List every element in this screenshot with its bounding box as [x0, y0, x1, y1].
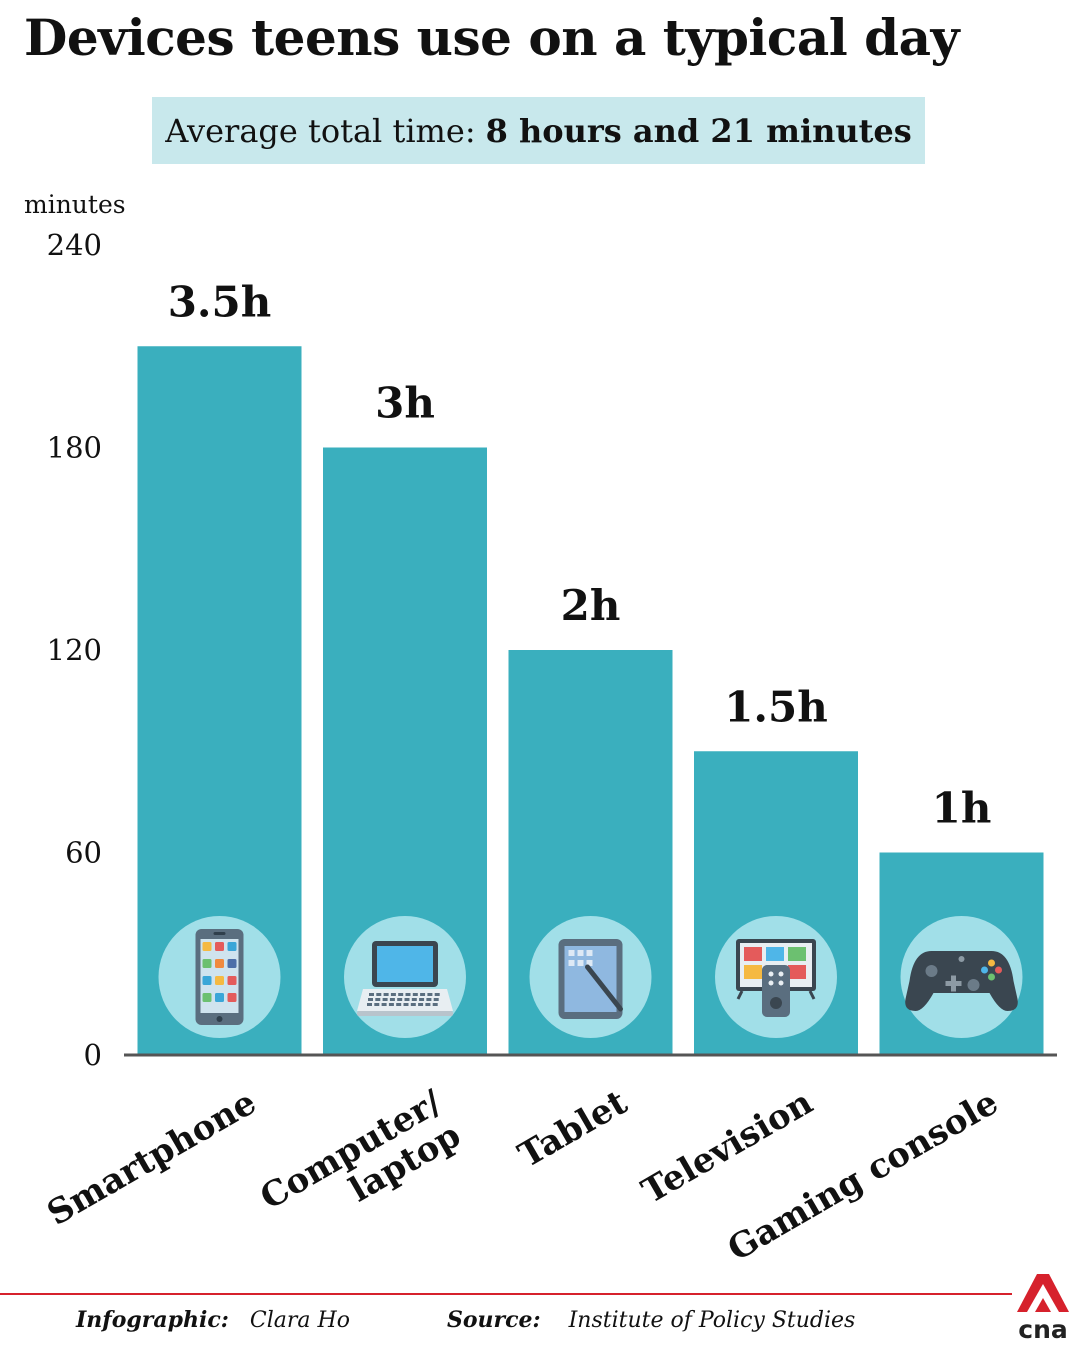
footer-credits: Infographic: Clara Ho Source: Institute … [76, 1307, 855, 1333]
x-tick-label-line: Tablet [512, 1082, 635, 1176]
laptop-icon [357, 941, 453, 1016]
y-tick-label: 240 [47, 228, 102, 262]
smartphone-icon [195, 929, 244, 1025]
x-tick-label: Television [635, 1082, 819, 1212]
x-tick-label-line: Smartphone [41, 1082, 263, 1233]
cna-logo: cna [1017, 1274, 1069, 1344]
footer-divider [0, 1293, 1012, 1295]
y-axis-label: minutes [24, 190, 126, 219]
chart-title: Devices teens use on a typical day [24, 8, 960, 67]
average-total-time-label: Average total time: [165, 111, 476, 150]
credit-label: Infographic: [76, 1307, 229, 1333]
x-tick-label: Tablet [512, 1082, 635, 1176]
cna-logo-text: cna [1018, 1315, 1068, 1344]
television-icon [736, 939, 816, 1017]
y-tick-label: 60 [65, 836, 102, 870]
y-tick-label: 0 [84, 1038, 102, 1072]
x-tick-label: Computer/laptop [254, 1082, 468, 1251]
x-tick-label-line: Television [635, 1082, 819, 1212]
bar-chart: minutes 0 60 120 180 240 3.5h Smartphone 3h Compu… [24, 190, 1057, 1269]
game-controller-icon [905, 951, 1018, 1011]
credit-name: Clara Ho [249, 1308, 350, 1333]
y-tick-label: 180 [47, 431, 102, 465]
data-label: 3.5h [168, 277, 272, 326]
data-label: 1.5h [724, 682, 828, 731]
average-total-time-value: 8 hours and 21 minutes [485, 111, 912, 150]
y-tick-label: 120 [47, 633, 102, 667]
average-total-time-box: Average total time: 8 hours and 21 minut… [152, 97, 925, 164]
x-tick-label: Smartphone [41, 1082, 263, 1233]
data-label: 2h [561, 581, 621, 630]
source-label: Source: [446, 1307, 541, 1333]
tablet-icon [558, 939, 623, 1019]
source-name: Institute of Policy Studies [568, 1308, 856, 1333]
data-label: 1h [932, 784, 992, 833]
data-label: 3h [375, 379, 435, 428]
